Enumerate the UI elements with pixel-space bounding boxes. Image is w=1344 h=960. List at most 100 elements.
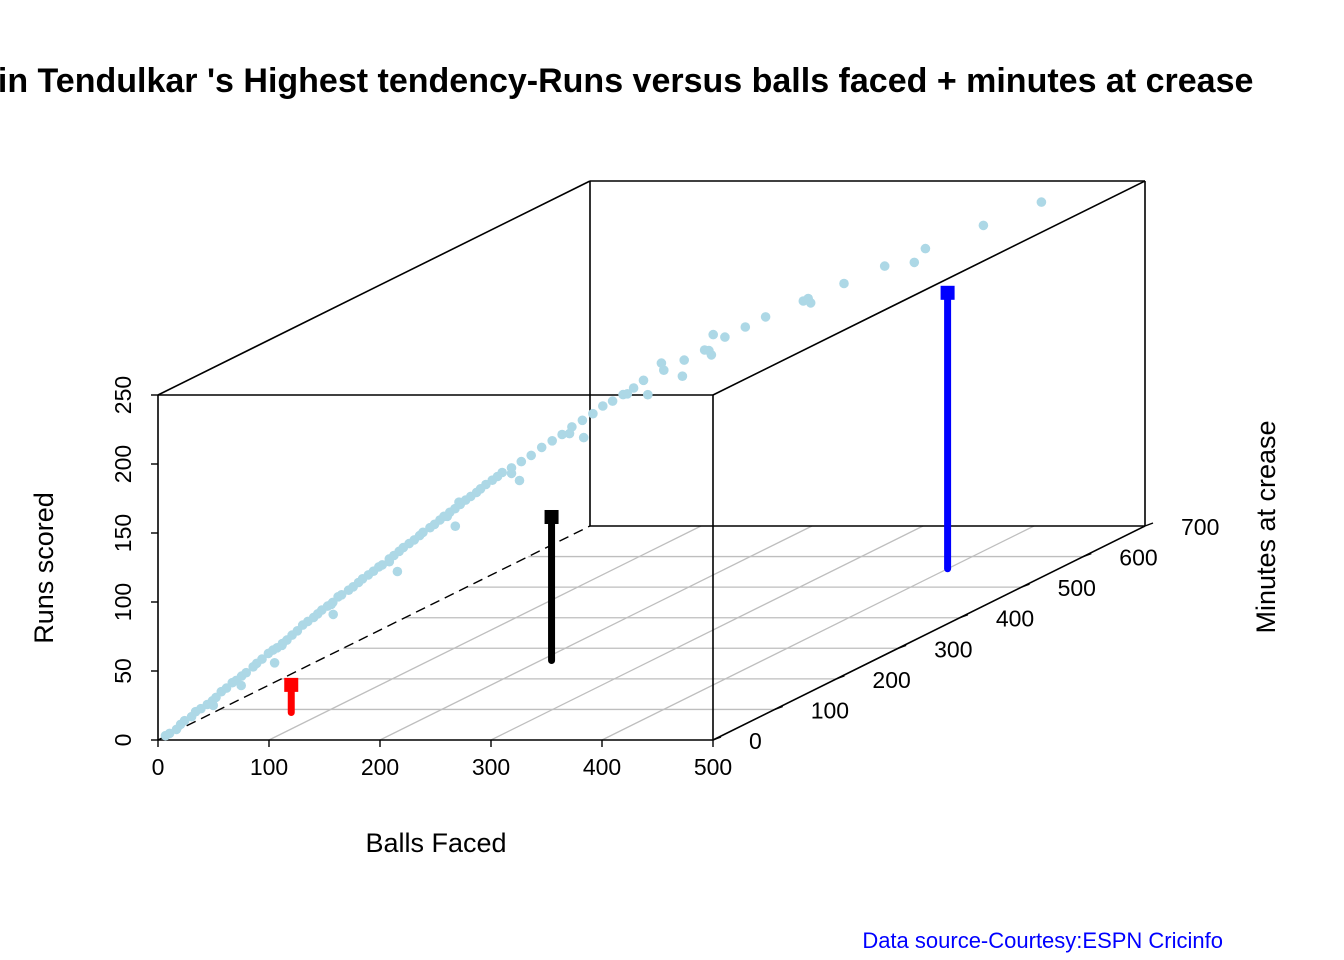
marker-head <box>284 677 299 692</box>
data-point <box>677 371 688 382</box>
y-tick-label: 200 <box>110 445 136 483</box>
z-tick-mark <box>836 675 845 680</box>
x-tick-label: 100 <box>250 754 288 780</box>
data-point <box>257 654 267 664</box>
z-tick-mark <box>1083 552 1092 558</box>
data-point <box>516 456 527 467</box>
data-point <box>450 521 461 531</box>
data-point <box>384 556 395 567</box>
z-tick-mark <box>897 644 907 649</box>
data-point <box>277 640 287 651</box>
z-tick-label: 0 <box>749 728 762 754</box>
y-axis-ticks: 0 50 100 150 200 250 <box>110 376 158 747</box>
data-point <box>564 428 575 439</box>
data-point <box>179 715 190 726</box>
data-point <box>760 312 771 322</box>
x-tick-label: 500 <box>694 754 732 780</box>
data-point <box>547 436 557 446</box>
z-tick-label: 600 <box>1119 545 1157 571</box>
grid-line-x <box>379 525 813 741</box>
data-point <box>920 243 931 254</box>
data-point <box>803 293 813 304</box>
z-tick-label: 200 <box>872 667 910 693</box>
grid-line-x <box>490 525 924 741</box>
data-point <box>557 429 567 440</box>
z-tick-label: 300 <box>934 636 972 662</box>
marker-head <box>940 285 955 300</box>
data-point <box>506 468 517 479</box>
data-point <box>588 408 598 419</box>
x-tick-label: 400 <box>583 754 621 780</box>
z-tick-mark <box>959 614 969 619</box>
data-point <box>598 401 608 411</box>
data-point <box>1036 197 1047 207</box>
data-source-note: Data source-Courtesy:ESPN Cricinfo <box>862 928 1223 953</box>
data-point <box>708 329 718 340</box>
z-tick-mark <box>1021 583 1030 588</box>
data-point <box>839 278 849 289</box>
grid-line-x <box>268 525 702 741</box>
data-point <box>628 383 639 393</box>
grid-line-x <box>601 525 1035 741</box>
y-tick-label: 100 <box>110 583 136 621</box>
box-edge <box>157 180 591 396</box>
data-point <box>269 658 280 668</box>
data-point <box>536 442 547 453</box>
data-point <box>622 389 633 399</box>
data-point <box>336 590 347 600</box>
z-axis-ticks: 0 100 200 300 400 500 600 700 <box>712 514 1219 754</box>
box-edge-diagonal <box>157 525 591 741</box>
chart-title: Sachin Tendulkar 's Highest tendency-Run… <box>0 62 1253 100</box>
floor-grid <box>219 525 1084 741</box>
z-tick-label: 500 <box>1058 575 1096 601</box>
data-point <box>656 358 667 368</box>
data-point <box>514 475 525 486</box>
data-point <box>879 261 890 271</box>
x-axis-ticks: 0 100 200 300 400 500 <box>152 740 732 780</box>
y-tick-label: 0 <box>110 734 136 747</box>
data-point <box>577 415 588 426</box>
data-point <box>442 511 453 522</box>
data-point <box>740 322 751 332</box>
data-point <box>704 345 714 356</box>
data-point <box>909 257 920 268</box>
highlight-markers <box>284 285 955 716</box>
x-axis-label: Balls Faced <box>365 828 506 858</box>
data-point <box>638 375 649 386</box>
z-tick-mark <box>712 736 722 741</box>
data-point <box>241 667 251 678</box>
data-point <box>526 450 536 461</box>
z-tick-mark <box>774 705 783 711</box>
data-point <box>578 432 589 443</box>
data-point <box>679 355 689 365</box>
data-point <box>392 566 403 577</box>
data-point <box>418 527 428 538</box>
y-tick-label: 50 <box>110 658 136 684</box>
x-tick-label: 0 <box>152 754 165 780</box>
y-tick-label: 150 <box>110 514 136 552</box>
data-point <box>720 332 730 342</box>
z-tick-label: 100 <box>811 697 849 723</box>
data-point <box>208 700 219 711</box>
data-point <box>607 396 618 406</box>
z-tick-label: 700 <box>1181 514 1219 540</box>
x-tick-label: 200 <box>361 754 399 780</box>
z-axis-label: Minutes at crease <box>1251 420 1281 633</box>
data-point <box>328 609 339 620</box>
box-edge <box>712 525 1146 741</box>
z-tick-label: 400 <box>996 606 1034 632</box>
box-edge <box>712 180 1146 396</box>
x-tick-label: 300 <box>472 754 510 780</box>
data-point <box>978 220 989 231</box>
data-point <box>497 467 508 478</box>
data-points <box>160 197 1047 741</box>
y-axis-label: Runs scored <box>29 492 59 644</box>
y-tick-label: 250 <box>110 376 136 414</box>
data-point <box>236 680 246 691</box>
z-tick-mark <box>1144 522 1154 527</box>
data-point <box>326 599 337 610</box>
data-point <box>643 389 653 400</box>
marker-head <box>544 509 559 524</box>
data-point <box>454 497 464 508</box>
